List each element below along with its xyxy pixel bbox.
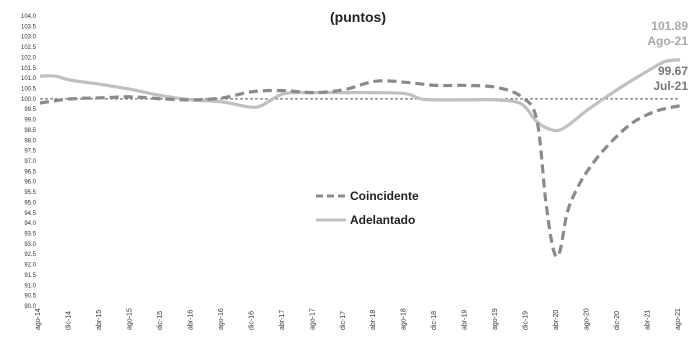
x-tick-label: abr-18 — [370, 310, 377, 330]
y-tick-label: 99.0 — [24, 118, 36, 124]
x-tick-label: dic-15 — [157, 311, 164, 330]
y-tick-label: 98.0 — [24, 138, 36, 144]
series-line-adelantado — [39, 58, 681, 133]
y-tick-label: 100.5 — [21, 87, 37, 93]
x-axis-ticks: ago-14 dic-14 abr-15 ago-15 dic-15 abr-16 ago-… — [35, 308, 682, 330]
series-line-coincidente — [39, 79, 681, 259]
x-tick-label: ago-18 — [401, 308, 408, 330]
y-tick-label: 102.0 — [21, 55, 37, 61]
y-tick-label: 103.0 — [21, 35, 37, 41]
y-tick-label: 98.5 — [24, 128, 36, 134]
x-tick-label: abr-19 — [462, 310, 469, 330]
x-tick-label: abr-15 — [96, 310, 103, 330]
y-tick-label: 101.5 — [21, 66, 37, 72]
x-tick-label: abr-21 — [645, 310, 652, 330]
y-tick-label: 91.5 — [24, 273, 36, 279]
coincidente-end-date: Jul-21 — [653, 79, 688, 93]
adelantado-end-value: 101.89 — [651, 19, 688, 33]
y-tick-label: 93.0 — [24, 242, 36, 248]
x-tick-label: ago-20 — [584, 308, 591, 330]
coincidente-end-value: 99.67 — [658, 64, 688, 78]
y-tick-label: 94.5 — [24, 211, 36, 217]
x-tick-label: ago-21 — [675, 308, 682, 330]
y-tick-label: 100.0 — [21, 97, 37, 103]
x-tick-label: dic-14 — [65, 311, 72, 330]
y-tick-label: 95.5 — [24, 190, 36, 196]
x-tick-label: abr-17 — [279, 310, 286, 330]
x-tick-label: ago-19 — [492, 308, 499, 330]
x-tick-label: ago-14 — [35, 308, 42, 330]
y-tick-label: 99.5 — [24, 107, 36, 113]
y-tick-label: 91.0 — [24, 283, 36, 289]
y-tick-label: 90.5 — [24, 294, 36, 300]
x-tick-label: dic-17 — [340, 311, 347, 330]
x-tick-label: ago-16 — [218, 308, 225, 330]
x-tick-label: dic-19 — [523, 311, 530, 330]
x-tick-label: abr-20 — [553, 310, 560, 330]
y-tick-label: 90.0 — [24, 304, 36, 310]
legend: Coincidente Adelantado — [316, 189, 419, 227]
y-tick-label: 92.5 — [24, 252, 36, 258]
x-tick-label: dic-16 — [248, 311, 255, 330]
y-tick-label: 97.0 — [24, 159, 36, 165]
y-tick-label: 96.0 — [24, 180, 36, 186]
y-tick-label: 93.5 — [24, 232, 36, 238]
x-tick-label: dic-20 — [614, 311, 621, 330]
y-tick-label: 94.0 — [24, 221, 36, 227]
legend-coincidente-label: Coincidente — [350, 189, 419, 203]
y-tick-label: 96.5 — [24, 169, 36, 175]
x-tick-label: ago-17 — [309, 308, 316, 330]
y-tick-label: 97.5 — [24, 149, 36, 155]
chart-subtitle: (puntos) — [330, 9, 386, 25]
y-tick-label: 103.5 — [21, 24, 37, 30]
adelantado-end-date: Ago-21 — [647, 34, 688, 48]
legend-adelantado-label: Adelantado — [350, 213, 415, 227]
y-tick-label: 104.0 — [21, 14, 37, 20]
x-tick-label: ago-15 — [126, 308, 133, 330]
y-tick-label: 101.0 — [21, 76, 37, 82]
y-tick-label: 102.5 — [21, 45, 37, 51]
x-tick-label: abr-16 — [187, 310, 194, 330]
y-tick-label: 92.0 — [24, 263, 36, 269]
x-tick-label: dic-18 — [431, 311, 438, 330]
series-lines — [39, 58, 681, 259]
y-tick-label: 95.0 — [24, 200, 36, 206]
y-axis-ticks: 90.0 90.5 91.0 91.5 92.0 92.5 93.0 93.5 94.0 94.5… — [21, 14, 37, 310]
